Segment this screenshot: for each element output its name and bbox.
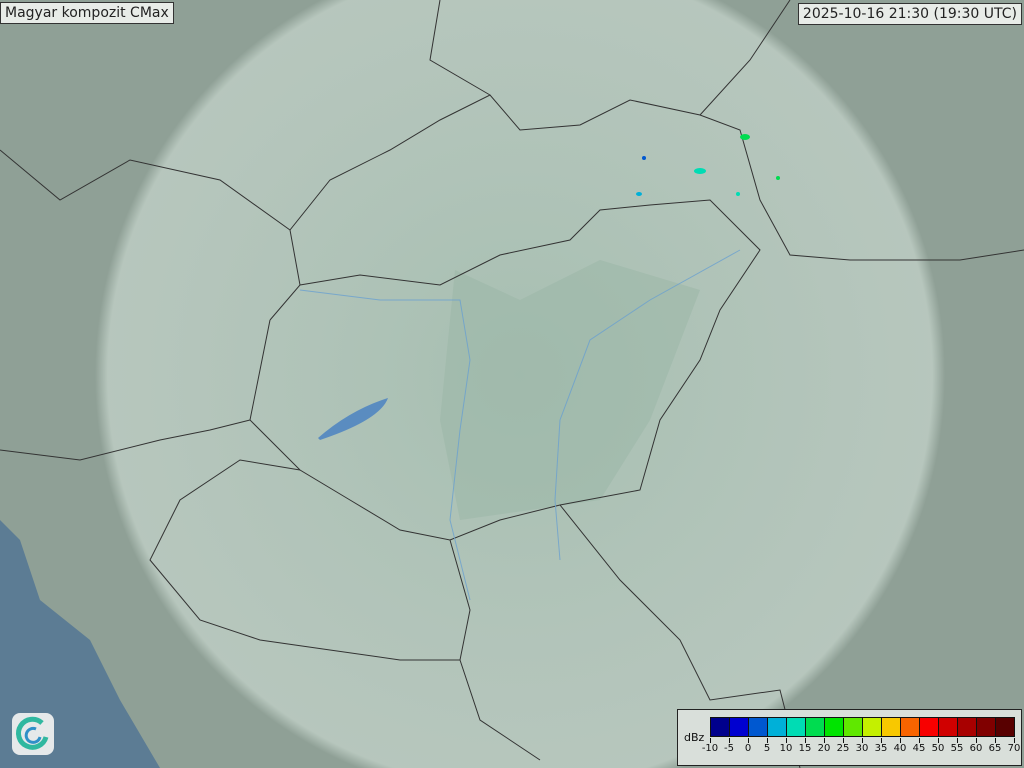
legend-swatch xyxy=(863,718,882,736)
legend-tick-label: 15 xyxy=(798,743,812,754)
legend-swatch xyxy=(825,718,844,736)
legend-tick-label: 20 xyxy=(817,743,831,754)
swirl-logo xyxy=(12,713,54,755)
legend-tick-mark xyxy=(824,738,825,743)
legend-tick-mark xyxy=(919,738,920,743)
product-title: Magyar kompozit CMax xyxy=(0,2,174,24)
legend-tick-label: 5 xyxy=(763,743,771,754)
legend-tick-label: 10 xyxy=(779,743,793,754)
legend-swatch xyxy=(711,718,730,736)
legend-tick-mark xyxy=(995,738,996,743)
legend-tick-label: 30 xyxy=(855,743,869,754)
legend-swatch xyxy=(844,718,863,736)
legend-swatch xyxy=(920,718,939,736)
legend-tick-label: 45 xyxy=(912,743,926,754)
legend-tick-label: 35 xyxy=(874,743,888,754)
legend-tick-mark xyxy=(805,738,806,743)
legend-tick-mark xyxy=(900,738,901,743)
legend-tick-label: -10 xyxy=(701,743,719,754)
radar-echoes xyxy=(636,134,780,196)
legend-swatch xyxy=(749,718,768,736)
legend-tick-mark xyxy=(767,738,768,743)
lake-balaton xyxy=(318,398,388,440)
legend-tick-label: 25 xyxy=(836,743,850,754)
legend-ticks: -10 -5 0 5 10 15 20 25 30 35 40 45 50 55 60 65 70 xyxy=(702,738,1020,758)
legend-tick-label: 50 xyxy=(931,743,945,754)
legend-tick-label: 60 xyxy=(969,743,983,754)
swirl-icon xyxy=(16,716,49,750)
legend-tick-label: 40 xyxy=(893,743,907,754)
legend-tick-label: 70 xyxy=(1007,743,1021,754)
rivers xyxy=(299,249,741,601)
legend-swatch xyxy=(768,718,787,736)
legend-swatch xyxy=(806,718,825,736)
legend-tick-mark xyxy=(729,738,730,743)
legend-tick-mark xyxy=(710,738,711,743)
legend-tick-mark xyxy=(786,738,787,743)
legend-tick-mark xyxy=(881,738,882,743)
legend-tick-label: 55 xyxy=(950,743,964,754)
legend-swatch xyxy=(977,718,996,736)
dbz-legend: dBz -10 -5 0 5 10 15 20 25 30 35 40 45 50 55 60 65 70 xyxy=(677,709,1022,766)
legend-tick-label: -5 xyxy=(724,743,734,754)
adriatic-sea xyxy=(0,520,160,768)
legend-swatch xyxy=(939,718,958,736)
legend-tick-mark xyxy=(976,738,977,743)
legend-tick-mark xyxy=(843,738,844,743)
legend-tick-mark xyxy=(938,738,939,743)
great-plain xyxy=(440,260,700,520)
legend-swatch xyxy=(730,718,749,736)
legend-tick-mark xyxy=(748,738,749,743)
legend-tick-label: 65 xyxy=(988,743,1002,754)
legend-swatch xyxy=(901,718,920,736)
legend-swatch xyxy=(996,718,1014,736)
legend-swatch xyxy=(882,718,901,736)
timestamp: 2025-10-16 21:30 (19:30 UTC) xyxy=(797,3,1022,25)
legend-swatch xyxy=(787,718,806,736)
legend-swatch xyxy=(958,718,977,736)
legend-tick-label: 0 xyxy=(744,743,752,754)
legend-unit: dBz xyxy=(684,731,705,744)
legend-tick-mark xyxy=(1014,738,1015,743)
color-scale xyxy=(710,717,1015,737)
legend-tick-mark xyxy=(862,738,863,743)
legend-tick-mark xyxy=(957,738,958,743)
